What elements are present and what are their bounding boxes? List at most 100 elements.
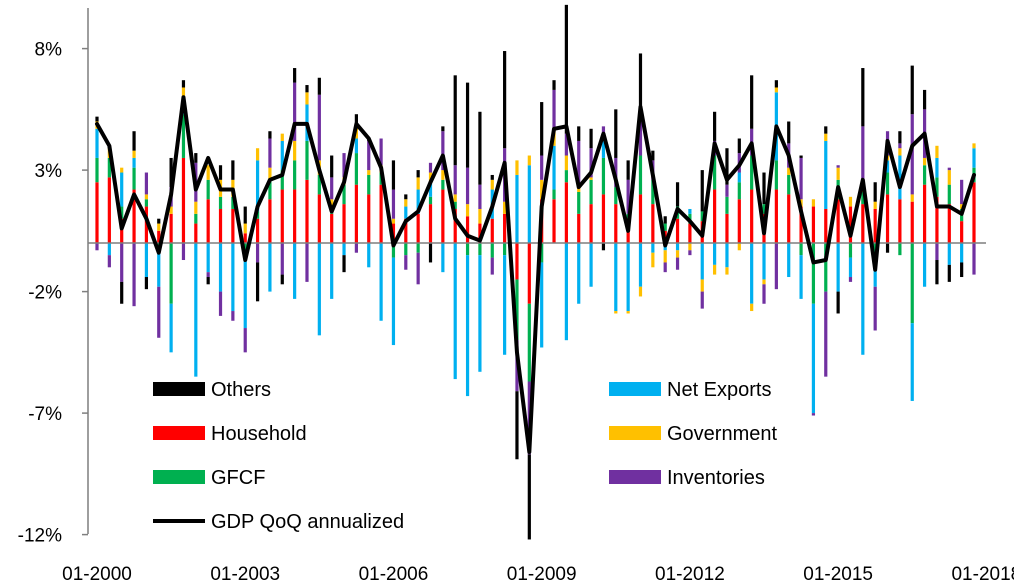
bar-household-55	[774, 189, 778, 243]
bar-net-exports-44	[638, 243, 643, 287]
legend-label: Household	[211, 423, 307, 445]
bar-gfcf-68	[935, 177, 939, 197]
bar-net-exports-9	[206, 243, 210, 273]
bar-household-61	[848, 206, 853, 243]
bar-gfcf-24	[391, 243, 396, 258]
bar-gfcf-36	[540, 243, 544, 263]
bar-household-3	[132, 189, 136, 243]
bar-net-exports-38	[564, 243, 568, 341]
bar-others-51	[725, 148, 729, 185]
bar-gfcf-26	[416, 243, 420, 253]
bar-gfcf-35	[527, 303, 531, 382]
bar-inventories-59	[824, 291, 828, 377]
bar-household-48	[688, 223, 692, 243]
bar-household-6	[169, 213, 173, 243]
bar-others-10	[218, 165, 223, 180]
bar-net-exports-36	[540, 262, 544, 348]
bar-others-24	[391, 160, 396, 190]
bar-government-2	[120, 167, 124, 173]
bar-others-20	[342, 255, 346, 273]
bar-net-exports-4	[144, 243, 149, 278]
bar-government-14	[268, 167, 272, 180]
legend-swatch	[153, 470, 205, 484]
bar-government-38	[564, 155, 568, 171]
bar-inventories-27	[428, 162, 433, 173]
bar-government-58	[811, 199, 816, 207]
bar-inventories-25	[404, 255, 408, 270]
bar-household-40	[589, 204, 593, 243]
bar-government-12	[243, 223, 247, 234]
bar-government-32	[490, 179, 494, 190]
bar-others-43	[626, 160, 630, 180]
bar-household-52	[737, 199, 741, 243]
bar-inventories-55	[774, 243, 778, 290]
bar-net-exports-48	[688, 208, 692, 214]
bar-government-13	[255, 148, 260, 161]
legend-item-gdp-qoq-annualized: GDP QoQ annualized	[153, 511, 404, 533]
bar-government-27	[428, 172, 433, 183]
bar-household-11	[231, 208, 235, 243]
bar-net-exports-42	[614, 243, 618, 312]
bar-household-59	[824, 208, 828, 243]
bar-gfcf-57	[799, 243, 803, 256]
bar-gfcf-46	[663, 223, 667, 231]
bar-inventories-23	[379, 138, 383, 166]
bar-inventories-17	[305, 243, 309, 282]
bar-net-exports-62	[861, 243, 865, 355]
bar-gfcf-14	[268, 179, 272, 200]
legend-item-net-exports: Net Exports	[609, 379, 771, 401]
bar-others-32	[490, 174, 494, 180]
bar-net-exports-57	[799, 255, 803, 299]
bar-others-35	[527, 454, 531, 540]
bar-net-exports-11	[231, 243, 235, 312]
bar-gfcf-66	[910, 243, 914, 324]
bar-gfcf-6	[169, 243, 173, 304]
bar-gfcf-53	[750, 155, 754, 190]
bar-gfcf-2	[120, 206, 124, 219]
x-tick-label: 01-2015	[803, 564, 873, 585]
bar-government-28	[441, 170, 445, 180]
bar-household-7	[181, 157, 186, 243]
bar-net-exports-15	[280, 140, 284, 171]
bar-household-19	[330, 213, 334, 243]
bar-gfcf-4	[144, 199, 149, 207]
bar-net-exports-10	[218, 243, 223, 292]
bar-household-60	[836, 199, 840, 243]
bar-inventories-46	[663, 262, 667, 273]
bar-gfcf-20	[342, 184, 346, 205]
bar-net-exports-66	[910, 323, 914, 401]
bar-household-44	[638, 194, 643, 243]
bar-household-21	[354, 184, 358, 243]
bar-household-70	[960, 221, 964, 243]
bar-government-36	[540, 179, 544, 200]
bar-household-38	[564, 182, 568, 243]
bar-government-54	[762, 279, 766, 285]
x-tick-label: 01-2003	[210, 564, 280, 585]
bar-household-22	[367, 194, 371, 243]
bar-gfcf-41	[601, 157, 606, 195]
bar-government-42	[614, 311, 618, 314]
bar-net-exports-60	[836, 243, 840, 292]
bar-household-20	[342, 204, 346, 243]
bar-gfcf-55	[774, 160, 778, 190]
legend-item-government: Government	[609, 423, 777, 445]
bar-others-49	[700, 170, 704, 212]
bar-household-1	[107, 177, 111, 243]
bar-inventories-20	[342, 153, 346, 178]
bar-inventories-51	[725, 184, 729, 197]
bar-inventories-65	[898, 143, 902, 149]
bar-gfcf-16	[293, 160, 297, 190]
bar-inventories-66	[910, 114, 914, 195]
bar-government-30	[465, 204, 470, 217]
bar-household-10	[218, 208, 223, 243]
bar-gfcf-50	[713, 155, 717, 190]
bar-inventories-44	[638, 111, 643, 156]
bar-gfcf-30	[465, 243, 470, 256]
bar-others-64	[885, 243, 890, 253]
bar-inventories-16	[293, 82, 297, 141]
bar-others-8	[194, 153, 198, 163]
bar-inventories-9	[206, 272, 210, 278]
bar-inventories-63	[873, 286, 877, 331]
bar-household-51	[725, 213, 729, 243]
